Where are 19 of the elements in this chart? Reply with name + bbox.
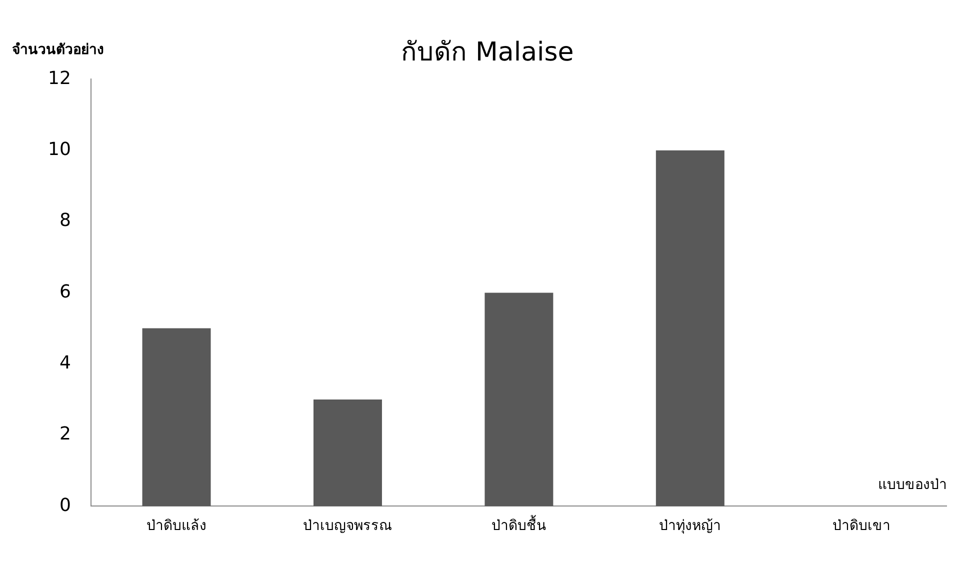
bar (484, 292, 554, 506)
y-axis-title: จำนวนตัวอย่าง (12, 42, 104, 58)
x-tick-label: ป่าดิบชื้น (491, 515, 546, 534)
x-tick-label: ป่าทุ่งหญ้า (659, 518, 722, 534)
y-tick-label: 10 (48, 139, 71, 160)
y-tick-label: 2 (59, 424, 71, 445)
bar (142, 328, 211, 506)
x-axis-title: แบบของป่า (878, 476, 947, 493)
y-tick-label: 8 (59, 210, 71, 232)
x-tick-label: ป่าเบญจพรรณ (303, 518, 392, 534)
bar (656, 150, 724, 506)
y-tick-label: 12 (48, 68, 71, 89)
y-tick-label: 0 (59, 494, 71, 516)
bar (313, 399, 382, 506)
chart-title: กับดัก Malaise (401, 37, 574, 68)
x-tick-label: ป่าดิบแล้ง (146, 518, 207, 534)
x-tick-label: ป่าดิบเขา (832, 518, 890, 534)
y-tick-label: 6 (59, 281, 71, 302)
y-tick-label: 4 (59, 352, 71, 374)
